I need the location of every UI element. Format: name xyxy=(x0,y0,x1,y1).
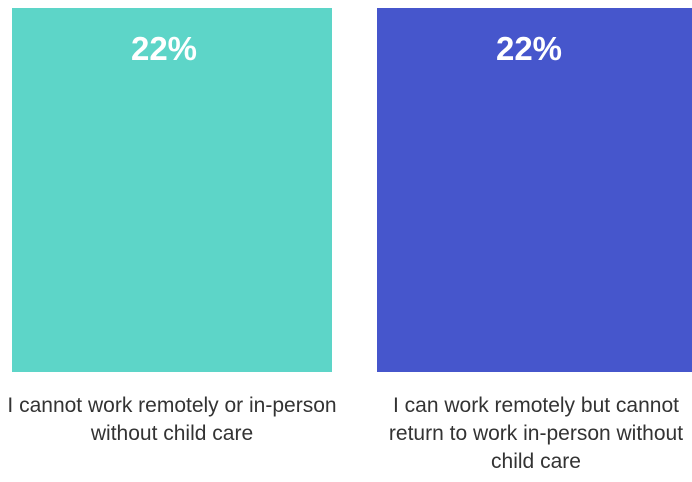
bar xyxy=(12,8,332,372)
category-label: I can work remotely but cannot return to… xyxy=(388,394,684,473)
value-label: 22% xyxy=(131,30,197,67)
value-label: 22% xyxy=(496,30,562,67)
bar xyxy=(377,8,692,372)
category-label: I cannot work remotely or in-person with… xyxy=(7,394,337,445)
